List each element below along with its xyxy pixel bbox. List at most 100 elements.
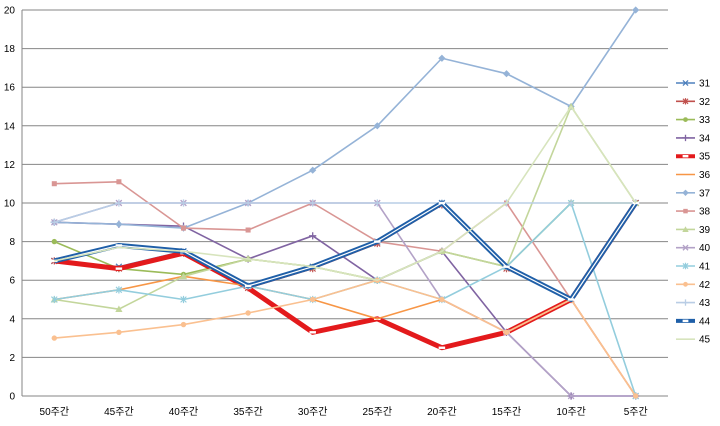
series-line — [54, 9, 637, 229]
legend-label: 32 — [699, 97, 711, 108]
legend-entry-31: 31 — [676, 79, 711, 90]
x-tick-label: 20주간 — [427, 406, 457, 418]
x-axis-ticks: 50주간 45주간 40주간 35주간 30주간 25주간 20주간 15주간 10주간 5주간 — [40, 406, 648, 418]
data-point — [682, 134, 689, 142]
data-point — [50, 295, 58, 304]
data-point — [374, 240, 381, 243]
legend-label: 39 — [699, 225, 711, 236]
y-tick-label: 14 — [4, 121, 16, 132]
data-point — [115, 267, 123, 270]
legend-entry-37: 37 — [676, 188, 711, 199]
legend-entry-43: 43 — [676, 298, 711, 309]
data-point — [244, 284, 252, 288]
data-point — [682, 79, 689, 87]
data-point — [51, 259, 58, 263]
legend-label: 36 — [699, 170, 711, 181]
series-line — [54, 275, 637, 397]
legend-label: 37 — [699, 188, 711, 199]
legend-entry-38: 38 — [676, 207, 711, 218]
legend-entry-41: 41 — [676, 262, 711, 273]
legend-label: 43 — [699, 298, 711, 309]
data-point — [682, 319, 689, 323]
legend-entry-39: 39 — [676, 225, 711, 236]
data-point — [373, 199, 381, 207]
data-point — [245, 227, 251, 233]
series-37 — [50, 6, 640, 232]
data-point — [179, 272, 188, 280]
data-point — [309, 199, 317, 207]
data-point — [245, 310, 251, 316]
legend-label: 44 — [699, 316, 711, 327]
legend-label: 31 — [699, 79, 711, 90]
legend-entry-45: 45 — [676, 335, 711, 346]
legend-entry-32: 32 — [676, 97, 711, 108]
data-point — [51, 335, 57, 341]
data-point — [116, 329, 122, 336]
x-tick-label: 10주간 — [556, 406, 586, 418]
data-point — [51, 181, 57, 187]
series-lines — [50, 6, 640, 400]
data-point — [115, 244, 123, 247]
y-tick-label: 0 — [9, 392, 15, 403]
legend-entry-33: 33 — [676, 115, 711, 126]
legend-entry-35: 35 — [676, 152, 711, 163]
legend-label: 35 — [699, 152, 711, 163]
data-point — [682, 299, 689, 306]
data-point — [438, 54, 446, 62]
x-tick-label: 25주간 — [363, 406, 393, 418]
data-point — [309, 232, 317, 240]
x-tick-label: 40주간 — [169, 406, 199, 418]
legend-label: 41 — [699, 262, 711, 273]
series-45 — [54, 105, 637, 282]
series-line — [54, 105, 637, 282]
legend-entry-34: 34 — [676, 133, 711, 144]
data-point — [179, 199, 188, 207]
data-point — [633, 393, 639, 399]
data-point — [180, 295, 187, 304]
legend-entry-42: 42 — [676, 280, 711, 291]
data-point — [567, 298, 575, 301]
legend-entry-36: 36 — [676, 170, 711, 181]
x-tick-label: 15주간 — [492, 406, 522, 418]
legend-label: 38 — [699, 207, 711, 218]
data-point — [50, 218, 58, 226]
x-tick-label: 5주간 — [624, 406, 648, 418]
x-tick-label: 50주간 — [40, 406, 70, 418]
series-line-inner — [54, 202, 637, 301]
data-point — [682, 244, 689, 251]
data-point — [683, 281, 688, 287]
data-point — [116, 179, 122, 185]
series-line — [54, 202, 636, 397]
legend-label: 33 — [699, 115, 711, 126]
data-point — [503, 265, 510, 268]
x-tick-label: 35주간 — [233, 406, 263, 418]
x-tick-label: 30주간 — [298, 406, 328, 418]
data-point — [502, 70, 511, 78]
legend-label: 34 — [699, 133, 711, 144]
data-point — [682, 189, 689, 196]
data-point — [682, 262, 689, 270]
data-point — [115, 199, 123, 207]
data-point — [310, 296, 316, 303]
data-point — [682, 98, 689, 105]
data-point — [567, 392, 575, 400]
y-tick-label: 12 — [4, 160, 16, 171]
series-line — [54, 105, 637, 310]
series-36 — [54, 275, 637, 397]
y-tick-label: 16 — [4, 83, 16, 94]
data-point — [683, 117, 688, 122]
legend-label: 42 — [699, 280, 711, 291]
data-point — [51, 238, 57, 245]
series-line — [54, 202, 636, 224]
y-axis-ticks: 0 2 4 6 8 10 12 14 16 18 20 — [4, 6, 16, 403]
data-point — [244, 199, 252, 207]
data-point — [503, 329, 510, 336]
data-point — [438, 346, 446, 349]
series-line — [54, 180, 637, 397]
data-point — [115, 305, 123, 313]
y-tick-label: 2 — [9, 353, 15, 364]
data-point — [682, 226, 689, 232]
series-line — [54, 202, 637, 397]
y-tick-label: 4 — [9, 314, 15, 325]
